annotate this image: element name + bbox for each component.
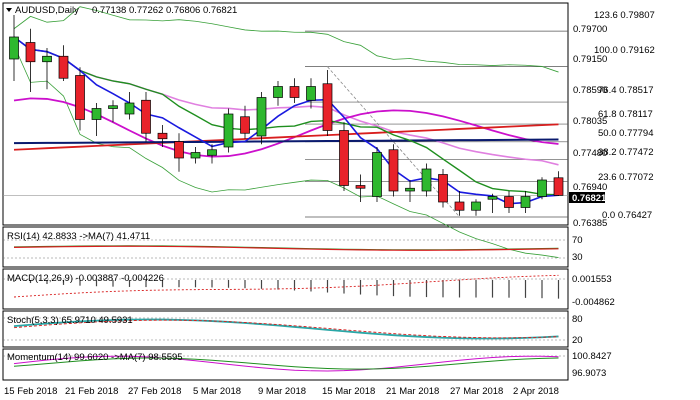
macd-signal-line [13,274,559,298]
fibo-label: 0.0 0.76427 [602,210,652,221]
candle-body [487,196,498,200]
fibo-labels: 123.6 0.79807 100.0 0.79162 76.4 0.78517… [594,10,655,221]
stoch-d-line [13,319,559,339]
price-label: 0.76940 [573,182,607,193]
fibo-label: 50.0 0.77794 [598,128,653,139]
candle-body [421,168,432,192]
candle-body [405,187,415,192]
symbol-marker-icon [6,8,12,12]
candle-body [256,97,267,137]
momentum-title: Momentum(14) 99.6020 ->MA(7) 98.5595 [7,352,183,363]
candle-body [124,102,135,115]
candle-body [454,201,465,211]
candle-body [537,179,547,197]
rsi-ma-line [13,245,559,251]
date-label: 27 Feb 2018 [128,386,181,397]
candle-body [520,196,531,208]
candle-body [75,75,85,120]
candle-body [322,83,333,131]
rsi-panel-frame [2,226,569,268]
ma-blue-line [13,36,559,205]
candle-body [273,86,283,98]
date-label: 15 Feb 2018 [4,386,57,397]
candle-body [372,152,382,197]
stoch-level-label: 80 [572,314,583,325]
candle-body [306,86,316,101]
macd-level-label: -0.004862 [572,297,615,308]
date-label: 2 Apr 2018 [513,386,559,397]
chart-header: AUDUSD,Daily 0.77138 0.77262 0.76806 0.7… [6,5,237,16]
stoch-title: Stoch(5,3,3) 65.9710 49.5931 [7,315,133,326]
stoch-level-label: 20 [572,335,583,346]
fibo-trend-line [327,66,460,218]
candle-body [553,177,564,196]
rsi-level-label: 70 [572,235,583,246]
momentum-line [13,355,559,372]
current-price-badge [569,192,605,203]
momentum-panel-frame [2,348,569,381]
current-price-label: 0.76821 [572,193,607,204]
fibo-label: 123.6 0.79807 [594,10,655,21]
date-axis: 15 Feb 2018 21 Feb 2018 27 Feb 2018 5 Ma… [4,386,559,397]
fibo-label: 23.6 0.77072 [598,172,653,183]
ma-red-line [13,123,559,151]
candle-body [504,196,514,208]
fibo-label: 76.4 0.78517 [598,85,653,96]
macd-level-label: 0.001553 [572,274,612,285]
ohlc-label: 0.77138 0.77262 0.76806 0.76821 [92,5,237,16]
fibo-label: 61.8 0.78117 [598,109,653,120]
ma-green-line [13,36,559,196]
price-label: 0.77480 [573,148,607,159]
date-label: 21 Mar 2018 [386,386,439,397]
candle-body [339,130,349,186]
momentum-ma-line [13,357,559,370]
candle-body [438,174,448,203]
candle-body [9,36,19,60]
candle-body [223,113,234,148]
main-panel-frame [2,2,569,226]
date-label: 15 Mar 2018 [322,386,375,397]
price-label: 0.78590 [573,85,607,96]
price-axis: 0.79700 0.79150 0.78590 0.78035 0.77480 … [569,24,607,229]
candle-body [108,105,118,109]
date-label: 9 Mar 2018 [258,386,306,397]
candle-body [25,42,36,63]
macd-title: MACD(12,26,9) -0.003887 -0.004226 [7,273,164,284]
macd-panel-frame [2,268,569,310]
date-label: 21 Feb 2018 [65,386,118,397]
fibo-label: 38.2 0.77472 [598,147,653,158]
date-label: 5 Mar 2018 [193,386,241,397]
candle-body [174,141,184,159]
price-label: 0.76385 [573,218,607,229]
ma-navy-line [13,138,559,145]
candle-body [355,185,366,189]
rsi-title: RSI(14) 42.8833 ->MA(7) 41.4711 [7,231,150,242]
candle-body [289,86,300,98]
stoch-panel-frame [2,310,569,348]
date-label: 27 Mar 2018 [450,386,503,397]
candle-body [207,149,217,156]
rsi-level-label: 30 [572,252,583,263]
momentum-level-label: 96.9073 [572,368,606,379]
upper-band-line [13,6,559,73]
candle-body [388,149,399,192]
symbol-label: AUDUSD,Daily [15,5,79,16]
price-label: 0.79150 [573,54,607,65]
candle-body [58,55,69,79]
candle-body [471,201,481,211]
candle-body [240,116,250,134]
candle-body [141,99,151,134]
candle-body [157,132,168,140]
candle-body [190,152,201,159]
price-label: 0.78035 [573,116,607,127]
price-label: 0.79700 [573,24,607,35]
fibo-label: 100.0 0.79162 [594,45,655,56]
stoch-k-line [13,318,559,340]
momentum-level-label: 100.8427 [572,351,612,362]
candle-body [42,55,52,63]
candle-body [91,108,102,120]
